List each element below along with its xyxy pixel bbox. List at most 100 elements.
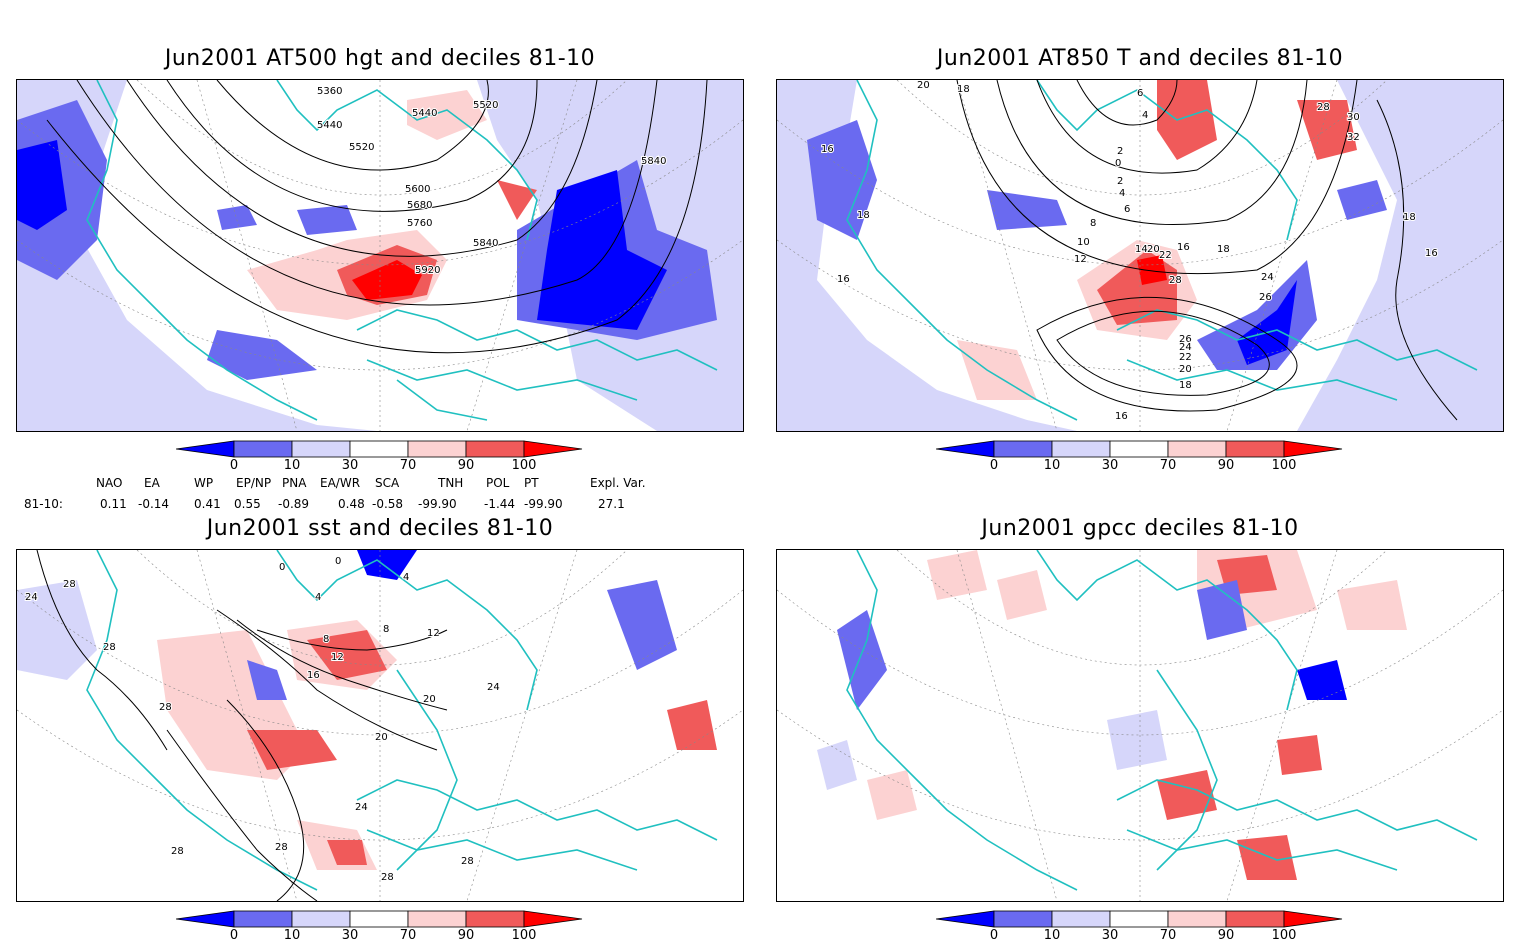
panel-title-hgt: Jun2001 AT500 hgt and deciles 81-10: [164, 46, 596, 71]
colorbar-segment: [1051, 910, 1111, 928]
contour-label: 28: [275, 842, 288, 853]
lat-lon-grid: [17, 550, 743, 901]
contour-label: 22: [1179, 352, 1192, 363]
teleconnection-value: 0.48: [338, 497, 365, 511]
colorbar-label: 0: [229, 928, 239, 943]
contour-label: 24: [1179, 342, 1192, 353]
colorbar-segment: [1109, 910, 1169, 928]
lat-lon-grid: [777, 550, 1503, 901]
colorbar-label: 90: [1217, 458, 1235, 473]
contour-label: 24: [487, 682, 500, 693]
colorbar-label: 10: [1043, 458, 1061, 473]
contour-label: 12: [331, 652, 344, 663]
teleconnection-header: TNH: [438, 476, 464, 490]
contour-label: 28: [1169, 275, 1182, 286]
contour-label: 6: [1137, 88, 1143, 99]
map-panel-sst: 24 28 28 28 28 0 0 4 4 8 8 12 12 16 20 20 24 24 28 28 28: [16, 549, 744, 902]
contour-label: 5600: [405, 184, 430, 195]
colorbar-label: 70: [399, 458, 417, 473]
contour-label: 18: [1403, 212, 1416, 223]
decile-fill: [777, 80, 1503, 431]
colorbar-segment: [407, 910, 467, 928]
colorbar-label: 10: [283, 928, 301, 943]
contour-label: 18: [1217, 244, 1230, 255]
teleconnection-row-label: 81-10:: [24, 497, 63, 511]
contour-label: 8: [1090, 218, 1096, 229]
colorbar-sst: 0 10 30 70 90 100: [175, 910, 596, 943]
contour-label: 28: [461, 856, 474, 867]
contour-label: 18: [1179, 380, 1192, 391]
coastlines: [86, 80, 718, 421]
teleconnection-value: 0.11: [100, 497, 127, 511]
contour-label: 0: [279, 562, 285, 573]
contour-label: 32: [1347, 132, 1360, 143]
contour-label: 8: [383, 624, 389, 635]
map-panel-gpcc: [776, 549, 1504, 902]
contour-label: 4: [1119, 188, 1125, 199]
teleconnection-value: 27.1: [598, 497, 625, 511]
contour-label: 10: [1077, 237, 1090, 248]
contour-label: 28: [171, 846, 184, 857]
coastlines: [846, 80, 1478, 421]
teleconnection-header: SCA: [375, 476, 400, 490]
panel-title-t850: Jun2001 AT850 T and deciles 81-10: [936, 46, 1344, 71]
decile-fill: [17, 550, 717, 870]
teleconnection-value: -99.90: [524, 497, 563, 511]
teleconnection-value: -0.14: [138, 497, 170, 511]
temperature-contours: [956, 80, 1458, 421]
colorbar-segment: [935, 910, 995, 928]
contour-label: 12: [1074, 254, 1087, 265]
colorbar-segment: [993, 910, 1053, 928]
map-panel-t850: 20 18 16 18 16 6 4 2 0 2 4 6 8 10 12 14 16 18 20 22 28 24 26 26…: [776, 79, 1504, 432]
contour-label: 5440: [412, 108, 437, 119]
contour-label: 28: [103, 642, 116, 653]
colorbar-label: 0: [989, 928, 999, 943]
colorbar-segment: [1167, 910, 1227, 928]
colorbar-segment: [1283, 440, 1343, 458]
contour-labels: 5360 5440 5440 5520 5520 5600 5680 5760 5840 5840…: [316, 85, 667, 277]
colorbar-segment: [233, 440, 293, 458]
contour-label: 16: [307, 670, 320, 681]
colorbar-label: 90: [1217, 928, 1235, 943]
colorbar-segment: [349, 440, 409, 458]
contour-label: 0: [335, 556, 341, 567]
colorbar-gpcc: 0 10 30 70 90 100: [935, 910, 1356, 943]
contour-label: 24: [1261, 272, 1274, 283]
teleconnection-header: WP: [194, 476, 214, 490]
contour-label: 4: [1142, 110, 1148, 121]
contour-label: 5840: [473, 238, 498, 249]
colorbar-label: 30: [1101, 458, 1119, 473]
colorbar-label: 90: [457, 928, 475, 943]
colorbar-segment: [407, 440, 467, 458]
colorbar-label: 100: [511, 458, 537, 473]
sst-contours: [36, 550, 448, 901]
colorbar-segment: [291, 910, 351, 928]
contour-label: 28: [1317, 102, 1330, 113]
colorbar-label: 70: [399, 928, 417, 943]
contour-label: 2: [1117, 146, 1123, 157]
teleconnection-value: 0.55: [234, 497, 261, 511]
contour-label: 2: [1117, 176, 1123, 187]
colorbar-segment: [1167, 440, 1227, 458]
height-contours: [46, 80, 708, 354]
colorbar-segment: [1225, 910, 1285, 928]
colorbar-label: 30: [341, 458, 359, 473]
teleconnection-value: -0.89: [278, 497, 310, 511]
teleconnection-value: -99.90: [418, 497, 457, 511]
colorbar-label: 90: [457, 458, 475, 473]
colorbar-segment: [1283, 910, 1343, 928]
contour-label: 20: [917, 80, 930, 91]
colorbar-segment: [1109, 440, 1169, 458]
colorbar-segment: [1225, 440, 1285, 458]
contour-label: 12: [427, 628, 440, 639]
contour-label: 8: [323, 634, 329, 645]
decile-fill: [817, 550, 1407, 880]
teleconnection-value: -1.44: [484, 497, 516, 511]
contour-label: 16: [821, 144, 834, 155]
teleconnection-header: EP/NP: [236, 476, 272, 490]
colorbar-segment: [349, 910, 409, 928]
contour-label: 20: [423, 694, 436, 705]
colorbar-t850: 0 10 30 70 90 100: [935, 440, 1356, 476]
